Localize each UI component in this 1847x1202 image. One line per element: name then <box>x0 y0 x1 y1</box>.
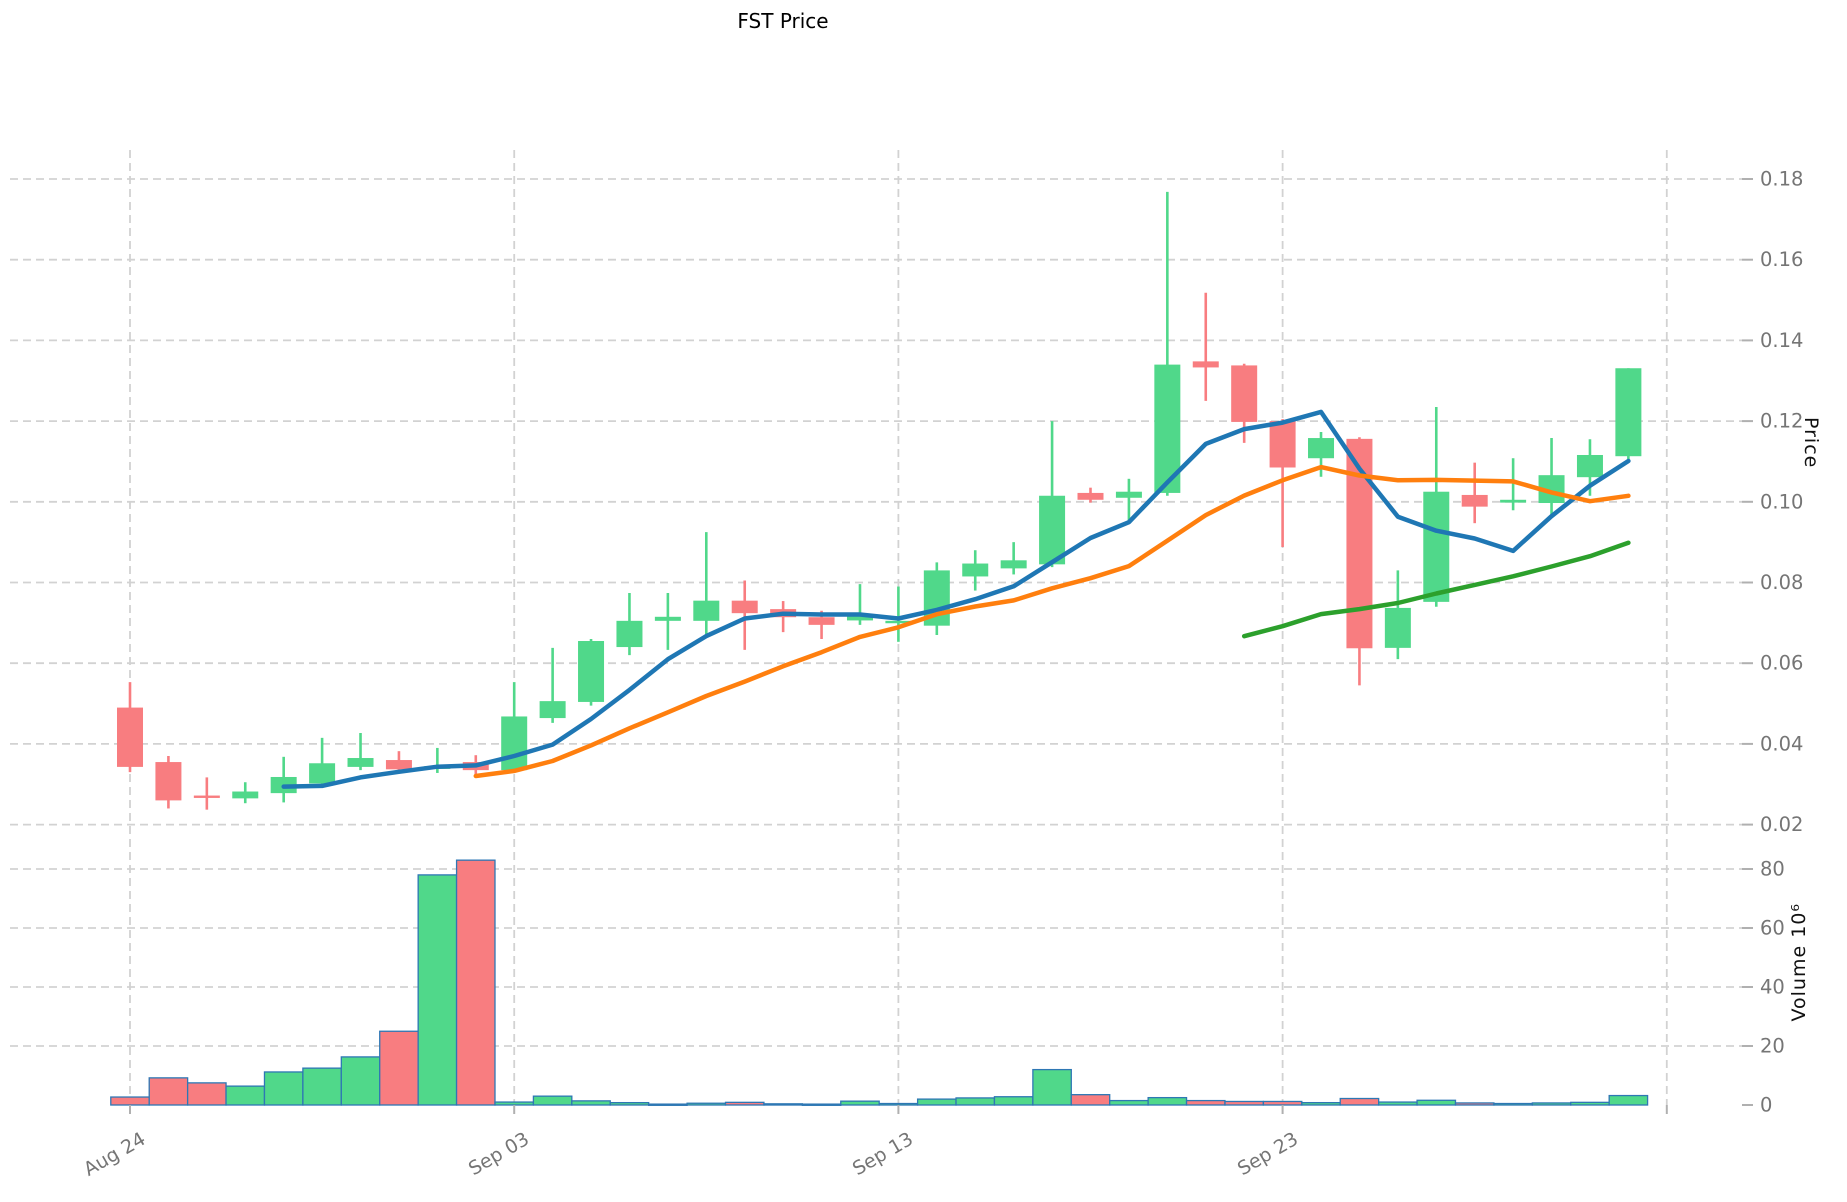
volume-bar <box>1339 1097 1380 1106</box>
candle-body <box>1500 499 1527 503</box>
ma30-line <box>1241 540 1631 639</box>
candle-body <box>155 762 182 801</box>
volume-bar <box>1608 1094 1649 1106</box>
candle-body <box>578 641 605 702</box>
candle-body <box>1423 491 1450 602</box>
candle-body <box>885 620 912 624</box>
candle-body <box>1192 361 1219 368</box>
volume-bar <box>532 1095 573 1106</box>
candle-body <box>1308 438 1335 459</box>
candle-body <box>1000 560 1027 569</box>
volume-bar <box>186 1082 227 1106</box>
volume-bar <box>225 1085 266 1106</box>
volume-bar <box>494 1101 535 1106</box>
candle-body <box>1115 491 1142 498</box>
chart-title: FST Price <box>737 9 829 33</box>
volume-bar <box>1032 1068 1072 1106</box>
candle-body <box>117 707 143 767</box>
volume-bar <box>1570 1101 1610 1106</box>
volume-bar <box>417 874 458 1106</box>
price-tick-label: 0.04 <box>1760 732 1803 755</box>
volume-bar <box>379 1030 419 1106</box>
volume-bar <box>955 1097 996 1106</box>
volume-bar <box>1224 1100 1265 1106</box>
volume-bar <box>1185 1099 1226 1106</box>
candle-body <box>1231 365 1258 422</box>
candle-body <box>1039 495 1066 565</box>
candle-body <box>1384 607 1411 648</box>
candle-body <box>1077 492 1104 500</box>
volume-bar <box>686 1102 727 1106</box>
volume-bar <box>801 1103 842 1106</box>
volume-bar <box>648 1103 688 1106</box>
volume-bar <box>840 1100 880 1106</box>
volume-bar <box>993 1096 1034 1106</box>
candle-body <box>693 600 720 621</box>
candle-body <box>808 617 835 625</box>
volume-bar <box>1262 1100 1303 1106</box>
price-tick-label: 0.14 <box>1760 329 1803 352</box>
axis-ticks: 0.18 0.16 0.14 0.12 0.10 0.08 0.06 0.04 0.02 80 60… <box>129 168 1803 1117</box>
volume-bar <box>1493 1102 1533 1106</box>
volume-bar <box>1147 1096 1188 1106</box>
price-tick-label: 0.08 <box>1760 571 1803 594</box>
volume-bar <box>455 859 496 1106</box>
moving-average-lines <box>281 409 1631 789</box>
candle-body <box>962 563 989 577</box>
volume-axis-label: Volume 10⁶ <box>1788 903 1810 1022</box>
volume-bar <box>1109 1099 1149 1106</box>
volume-bar <box>724 1101 765 1106</box>
price-tick-label: 0.02 <box>1760 813 1803 836</box>
price-axis-label: Price <box>1800 417 1822 469</box>
candle-body <box>232 791 259 799</box>
volume-bar <box>878 1102 919 1106</box>
candle-body <box>193 795 220 798</box>
volume-bar <box>302 1067 342 1106</box>
ma5-line <box>281 409 1631 789</box>
volume-bar <box>340 1056 381 1106</box>
volume-bar <box>110 1096 150 1106</box>
price-tick-label: 0.12 <box>1760 410 1803 433</box>
price-tick-label: 0.16 <box>1760 248 1803 271</box>
candle-body <box>1576 454 1603 478</box>
candle-body <box>731 600 758 614</box>
candle-body <box>501 716 528 771</box>
price-tick-label: 0.06 <box>1760 652 1803 675</box>
candle-body <box>1615 368 1642 457</box>
candle-body <box>309 763 336 784</box>
candle-body <box>1269 421 1296 468</box>
candle-body <box>539 701 566 719</box>
volume-bar <box>148 1077 189 1106</box>
price-panel <box>117 191 1642 810</box>
price-tick-label: 0.18 <box>1760 168 1803 191</box>
volume-tick-label: 40 <box>1760 976 1785 999</box>
volume-tick-label: 60 <box>1760 917 1785 940</box>
volume-bar <box>1301 1101 1341 1106</box>
volume-bar <box>1416 1099 1457 1106</box>
volume-bar <box>916 1098 957 1106</box>
volume-bar <box>609 1101 650 1106</box>
candle-body <box>616 620 643 648</box>
volume-bar <box>1378 1101 1418 1106</box>
ma10-line <box>473 464 1631 779</box>
volume-bar <box>763 1103 803 1106</box>
volume-bar <box>1070 1094 1111 1106</box>
volume-bar <box>1531 1102 1572 1106</box>
volume-bar <box>263 1071 304 1106</box>
candle-body <box>654 616 681 621</box>
volume-tick-label: 20 <box>1760 1035 1785 1058</box>
gridlines <box>10 150 1742 1105</box>
candle-body <box>846 616 873 621</box>
candle-body <box>347 758 374 767</box>
candle-body <box>385 760 412 770</box>
volume-panel <box>110 859 1649 1106</box>
volume-bar <box>1454 1102 1495 1106</box>
volume-tick-label: 80 <box>1760 858 1785 881</box>
volume-tick-label: 0 <box>1760 1094 1772 1117</box>
price-tick-label: 0.10 <box>1760 490 1803 513</box>
candle-body <box>1461 494 1488 507</box>
volume-bar <box>571 1100 611 1106</box>
